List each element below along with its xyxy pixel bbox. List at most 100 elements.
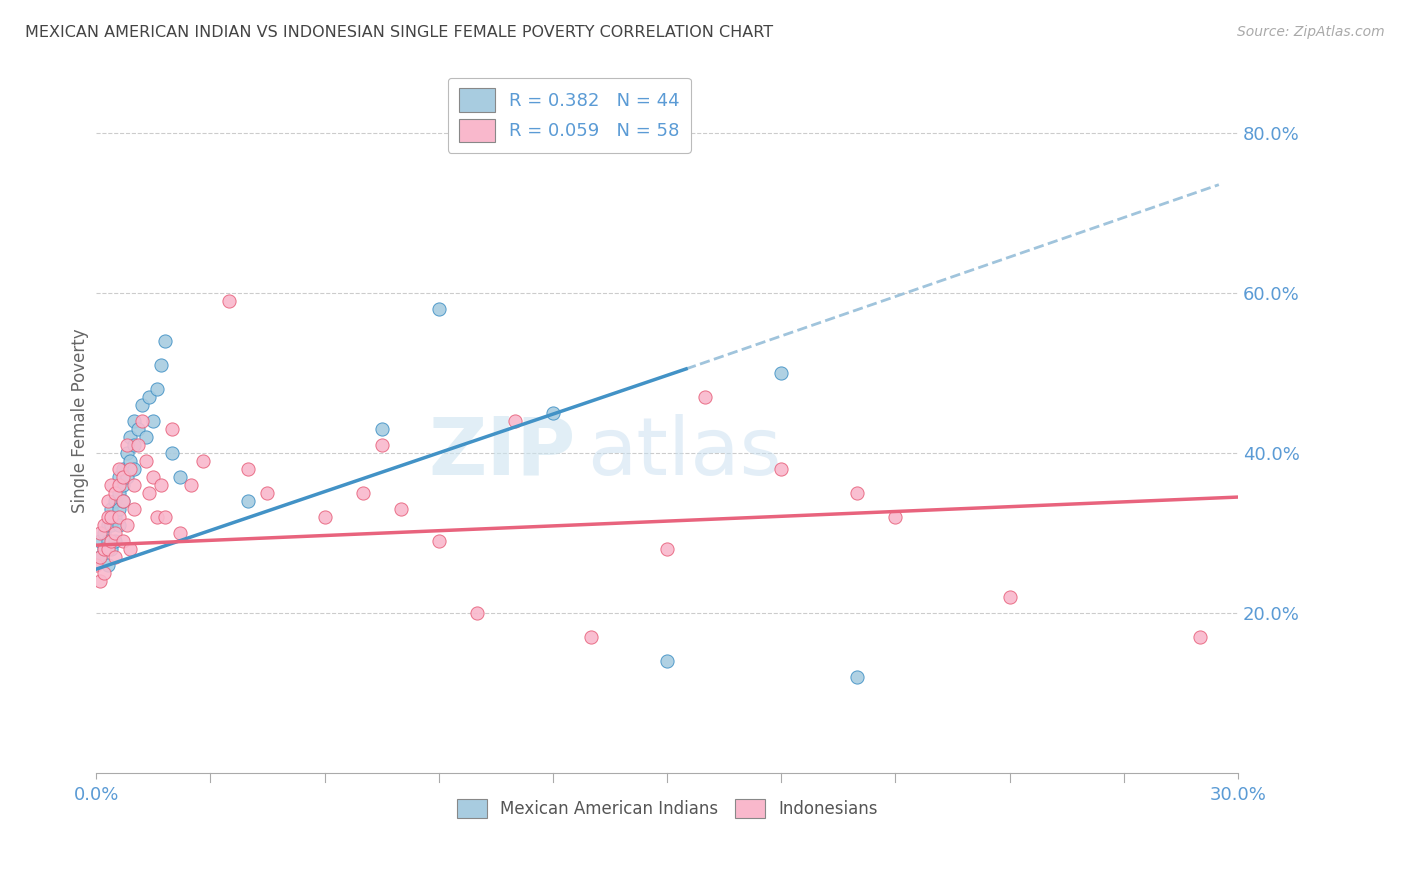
Point: [162, 422, 184, 436]
Point: [100, 518, 122, 533]
Point: [104, 550, 127, 565]
Point: [389, 502, 412, 516]
Point: [153, 334, 176, 348]
Point: [427, 301, 450, 316]
Text: atlas: atlas: [588, 414, 782, 491]
Point: [111, 534, 134, 549]
Point: [138, 390, 160, 404]
Point: [120, 542, 142, 557]
Point: [111, 494, 134, 508]
Point: [89, 526, 111, 541]
Point: [108, 486, 131, 500]
Point: [149, 478, 172, 492]
Point: [100, 478, 122, 492]
Point: [146, 382, 169, 396]
Legend: Mexican American Indians, Indonesians: Mexican American Indians, Indonesians: [450, 792, 884, 825]
Point: [884, 510, 907, 524]
Point: [120, 430, 142, 444]
Point: [1188, 630, 1211, 644]
Point: [153, 510, 176, 524]
Point: [122, 414, 145, 428]
Point: [89, 550, 111, 565]
Point: [111, 494, 134, 508]
Point: [108, 510, 131, 524]
Point: [93, 526, 115, 541]
Point: [93, 566, 115, 581]
Point: [138, 486, 160, 500]
Point: [97, 558, 120, 573]
Point: [89, 534, 111, 549]
Point: [100, 542, 122, 557]
Point: [97, 494, 120, 508]
Point: [131, 398, 153, 412]
Point: [111, 478, 134, 492]
Point: [131, 414, 153, 428]
Point: [180, 478, 202, 492]
Point: [352, 486, 374, 500]
Point: [169, 526, 191, 541]
Text: Source: ZipAtlas.com: Source: ZipAtlas.com: [1237, 25, 1385, 39]
Y-axis label: Single Female Poverty: Single Female Poverty: [72, 328, 89, 513]
Point: [104, 510, 127, 524]
Point: [104, 486, 127, 500]
Point: [238, 494, 260, 508]
Point: [104, 534, 127, 549]
Point: [93, 542, 115, 557]
Point: [104, 526, 127, 541]
Point: [115, 470, 138, 484]
Point: [97, 542, 120, 557]
Point: [238, 462, 260, 476]
Point: [541, 406, 564, 420]
Point: [127, 438, 149, 452]
Point: [108, 478, 131, 492]
Point: [135, 454, 157, 468]
Point: [120, 454, 142, 468]
Point: [149, 358, 172, 372]
Point: [427, 534, 450, 549]
Point: [100, 510, 122, 524]
Point: [115, 518, 138, 533]
Point: [314, 510, 336, 524]
Point: [104, 494, 127, 508]
Point: [846, 486, 869, 500]
Point: [465, 606, 488, 620]
Point: [503, 414, 526, 428]
Point: [111, 470, 134, 484]
Point: [162, 446, 184, 460]
Point: [97, 534, 120, 549]
Point: [89, 574, 111, 589]
Point: [370, 438, 392, 452]
Point: [122, 438, 145, 452]
Point: [89, 550, 111, 565]
Point: [579, 630, 602, 644]
Point: [84, 558, 107, 573]
Point: [100, 534, 122, 549]
Point: [122, 478, 145, 492]
Point: [108, 502, 131, 516]
Point: [218, 293, 240, 308]
Point: [655, 542, 678, 557]
Point: [93, 542, 115, 557]
Point: [998, 591, 1021, 605]
Point: [770, 462, 793, 476]
Point: [127, 422, 149, 436]
Point: [169, 470, 191, 484]
Point: [108, 518, 131, 533]
Point: [142, 470, 165, 484]
Text: MEXICAN AMERICAN INDIAN VS INDONESIAN SINGLE FEMALE POVERTY CORRELATION CHART: MEXICAN AMERICAN INDIAN VS INDONESIAN SI…: [25, 25, 773, 40]
Point: [93, 518, 115, 533]
Point: [191, 454, 214, 468]
Point: [122, 462, 145, 476]
Point: [115, 446, 138, 460]
Point: [256, 486, 278, 500]
Point: [97, 510, 120, 524]
Point: [108, 462, 131, 476]
Point: [846, 670, 869, 684]
Point: [135, 430, 157, 444]
Point: [370, 422, 392, 436]
Point: [693, 390, 716, 404]
Point: [97, 518, 120, 533]
Point: [122, 502, 145, 516]
Point: [111, 462, 134, 476]
Point: [146, 510, 169, 524]
